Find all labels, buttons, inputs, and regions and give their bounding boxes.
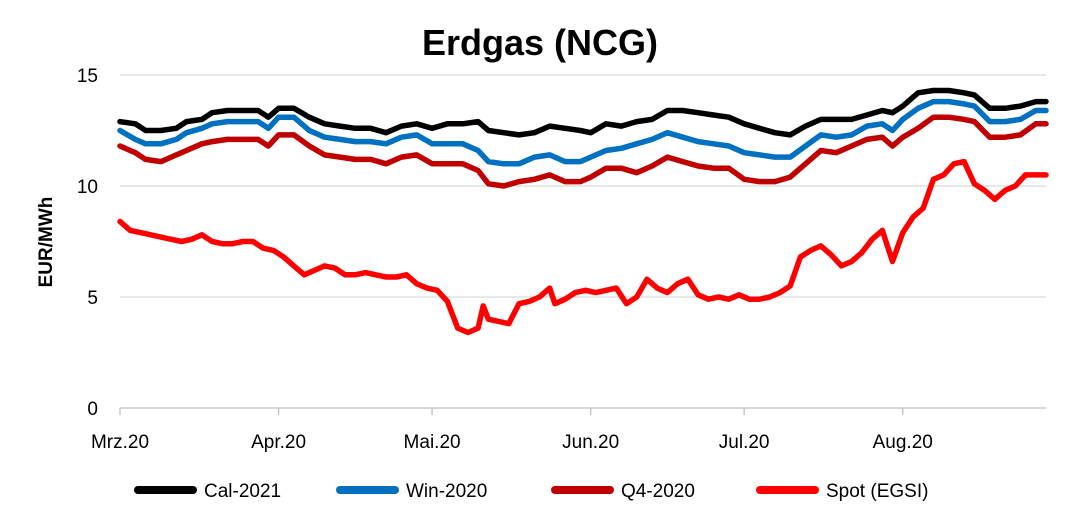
gridlines bbox=[120, 74, 1046, 298]
chart-title: Erdgas (NCG) bbox=[422, 22, 658, 63]
series-lines bbox=[117, 87, 1049, 336]
legend-label: Win-2020 bbox=[406, 481, 487, 502]
series-line-2 bbox=[117, 98, 1049, 167]
x-tick-label: Apr.20 bbox=[251, 432, 306, 453]
y-tick-label: 0 bbox=[87, 399, 98, 420]
series-line-3 bbox=[117, 114, 1049, 189]
y-tick-label: 5 bbox=[87, 288, 98, 309]
x-tick-label: Jun.20 bbox=[562, 432, 619, 453]
x-tick-label: Mrz.20 bbox=[91, 432, 149, 453]
x-axis: Mrz.20 Apr.20 Mai.20 Jun.20 Jul.20 Aug.20 bbox=[91, 407, 1046, 453]
y-tick-labels: 0 5 10 15 bbox=[77, 66, 98, 420]
x-tick-label: Mai.20 bbox=[404, 432, 461, 453]
x-tick-label: Jul.20 bbox=[719, 432, 770, 453]
legend-label: Spot (EGSI) bbox=[826, 481, 928, 502]
legend-label: Q4-2020 bbox=[621, 481, 695, 502]
series-line-4 bbox=[117, 158, 1049, 336]
y-tick-label: 15 bbox=[77, 66, 98, 87]
x-tick-label: Aug.20 bbox=[873, 432, 933, 453]
legend: Cal-2021 Win-2020 Q4-2020 Spot (EGSI) bbox=[134, 481, 928, 502]
series-line-1 bbox=[117, 87, 1049, 138]
y-tick-label: 10 bbox=[77, 177, 98, 198]
legend-label: Cal-2021 bbox=[204, 481, 281, 502]
y-axis-label: EUR/MWh bbox=[36, 197, 57, 288]
